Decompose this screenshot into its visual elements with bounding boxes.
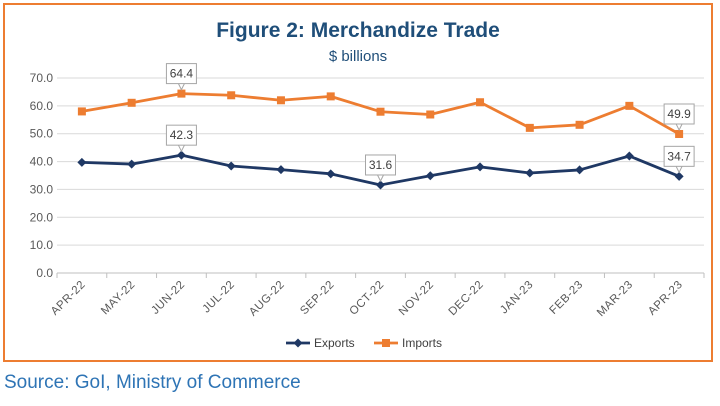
data-point: [177, 89, 186, 98]
data-point: [624, 151, 634, 161]
x-tick-label: APR-22: [49, 279, 88, 318]
callout-box: [663, 145, 695, 167]
data-label: 64.4: [165, 63, 197, 91]
y-tick-label: 30.0: [30, 182, 54, 196]
callout-pointer: [177, 144, 185, 153]
data-label: 31.6: [365, 154, 396, 183]
x-tick-label: NOV-22: [397, 279, 437, 319]
data-point: [376, 180, 385, 190]
legend-marker: [382, 339, 390, 347]
data-point: [326, 92, 335, 101]
legend-marker: [293, 338, 303, 348]
callout-pointer: [675, 166, 683, 174]
x-tick-label: JAN-23: [498, 279, 536, 317]
legend-entry-exports: Exports: [286, 336, 355, 350]
legend-label: Exports: [314, 336, 355, 350]
data-point: [226, 161, 236, 171]
series-exports: [77, 150, 684, 190]
callout-value: 49.9: [667, 107, 691, 121]
callout-value: 42.3: [170, 128, 194, 142]
data-label: 34.7: [663, 145, 695, 174]
data-labels: 64.4 42.3 31.6 49.9 34.7: [165, 63, 695, 183]
callout-box: [365, 154, 396, 176]
callout-box: [663, 103, 695, 125]
x-tick-label: DEC-22: [447, 279, 487, 319]
data-point: [425, 171, 435, 181]
y-tick-label: 0.0: [36, 266, 53, 280]
legend: Exports Imports: [286, 336, 442, 350]
y-tick-label: 70.0: [30, 71, 54, 85]
data-point: [127, 98, 136, 107]
data-point: [376, 107, 385, 116]
data-label: 42.3: [165, 124, 197, 153]
data-point: [675, 129, 684, 138]
chart-frame: [3, 3, 713, 362]
y-tick-label: 50.0: [30, 127, 54, 141]
x-tick-label: OCT-22: [348, 279, 387, 318]
data-point: [176, 150, 186, 160]
x-tick-label: MAR-23: [595, 279, 635, 319]
x-tick-label: JUL-22: [200, 279, 237, 316]
callout-box: [165, 63, 197, 85]
data-point: [77, 157, 87, 167]
data-point: [276, 165, 286, 175]
data-point: [674, 171, 684, 181]
data-point: [476, 98, 485, 107]
source-note: Source: GoI, Ministry of Commerce: [4, 372, 301, 393]
callout-pointer: [177, 83, 185, 91]
data-point: [525, 168, 535, 178]
legend-label: Imports: [402, 336, 442, 350]
callout-value: 31.6: [369, 158, 393, 172]
data-point: [575, 120, 584, 129]
legend-entry-imports: Imports: [374, 336, 442, 350]
y-axis: 0.0 10.0 20.0 30.0 40.0 50.0 60.0 70.0: [30, 71, 54, 280]
x-tick-label: FEB-23: [548, 279, 586, 317]
y-tick-label: 60.0: [30, 99, 54, 113]
y-tick-label: 40.0: [30, 155, 54, 169]
callout-box: [165, 124, 197, 146]
chart-title: Figure 2: Merchandize Trade: [216, 19, 500, 42]
series-imports: [77, 89, 684, 138]
data-point: [276, 96, 285, 105]
data-point: [127, 159, 137, 169]
callout-value: 34.7: [667, 149, 691, 163]
y-tick-label: 10.0: [30, 238, 54, 252]
callout-pointer: [377, 174, 384, 183]
callout-pointer: [675, 123, 683, 132]
x-tick-label: APR-23: [646, 279, 685, 318]
x-tick-label: MAY-22: [99, 279, 138, 318]
data-point: [525, 123, 534, 132]
chart: Figure 2: Merchandize Trade $ billions 0…: [30, 19, 705, 350]
x-tick-label: JUN-22: [149, 279, 187, 317]
data-point: [575, 165, 585, 175]
data-point: [77, 107, 86, 116]
data-point: [426, 110, 435, 119]
chart-subtitle: $ billions: [329, 48, 387, 65]
series-layer: [77, 89, 684, 190]
callout-value: 64.4: [170, 67, 194, 81]
data-point: [475, 162, 485, 172]
data-point: [326, 169, 336, 179]
x-tick-label: AUG-22: [247, 279, 287, 319]
data-label: 49.9: [663, 103, 695, 132]
x-axis: APR-22 MAY-22 JUN-22 JUL-22 AUG-22 SEP-22 OCT-…: [49, 273, 705, 319]
data-point: [625, 101, 634, 110]
y-tick-label: 20.0: [30, 210, 54, 224]
x-tick-label: SEP-22: [298, 279, 337, 318]
data-point: [227, 91, 236, 100]
